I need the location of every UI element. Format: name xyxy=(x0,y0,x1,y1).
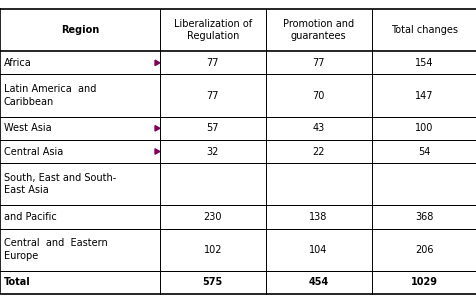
Text: 22: 22 xyxy=(312,146,324,157)
Polygon shape xyxy=(155,149,159,154)
Text: Africa: Africa xyxy=(4,58,31,68)
Text: 154: 154 xyxy=(414,58,433,68)
Text: 54: 54 xyxy=(417,146,429,157)
Text: 102: 102 xyxy=(203,245,221,255)
Text: Region: Region xyxy=(60,25,99,35)
Text: Central Asia: Central Asia xyxy=(4,146,63,157)
Text: 104: 104 xyxy=(309,245,327,255)
Text: Central  and  Eastern
Europe: Central and Eastern Europe xyxy=(4,238,108,261)
Text: Liberalization of
Regulation: Liberalization of Regulation xyxy=(173,19,251,41)
Text: 77: 77 xyxy=(206,58,218,68)
Text: 147: 147 xyxy=(414,91,433,100)
Text: West Asia: West Asia xyxy=(4,123,51,133)
Text: 77: 77 xyxy=(312,58,324,68)
Text: 1029: 1029 xyxy=(410,278,437,287)
Text: 206: 206 xyxy=(414,245,433,255)
Text: 454: 454 xyxy=(308,278,328,287)
Text: 57: 57 xyxy=(206,123,218,133)
Text: Total: Total xyxy=(4,278,30,287)
Text: 368: 368 xyxy=(414,212,433,222)
Text: South, East and South-
East Asia: South, East and South- East Asia xyxy=(4,173,116,195)
Text: 77: 77 xyxy=(206,91,218,100)
Text: 32: 32 xyxy=(206,146,218,157)
Polygon shape xyxy=(155,126,159,131)
Text: 43: 43 xyxy=(312,123,324,133)
Text: and Pacific: and Pacific xyxy=(4,212,57,222)
Text: Total changes: Total changes xyxy=(390,25,457,35)
Text: Latin America  and
Caribbean: Latin America and Caribbean xyxy=(4,84,96,107)
Text: Promotion and
guarantees: Promotion and guarantees xyxy=(282,19,354,41)
Text: 100: 100 xyxy=(414,123,433,133)
Text: 138: 138 xyxy=(309,212,327,222)
Text: 575: 575 xyxy=(202,278,222,287)
Polygon shape xyxy=(155,60,159,65)
Text: 70: 70 xyxy=(312,91,324,100)
Text: 230: 230 xyxy=(203,212,221,222)
